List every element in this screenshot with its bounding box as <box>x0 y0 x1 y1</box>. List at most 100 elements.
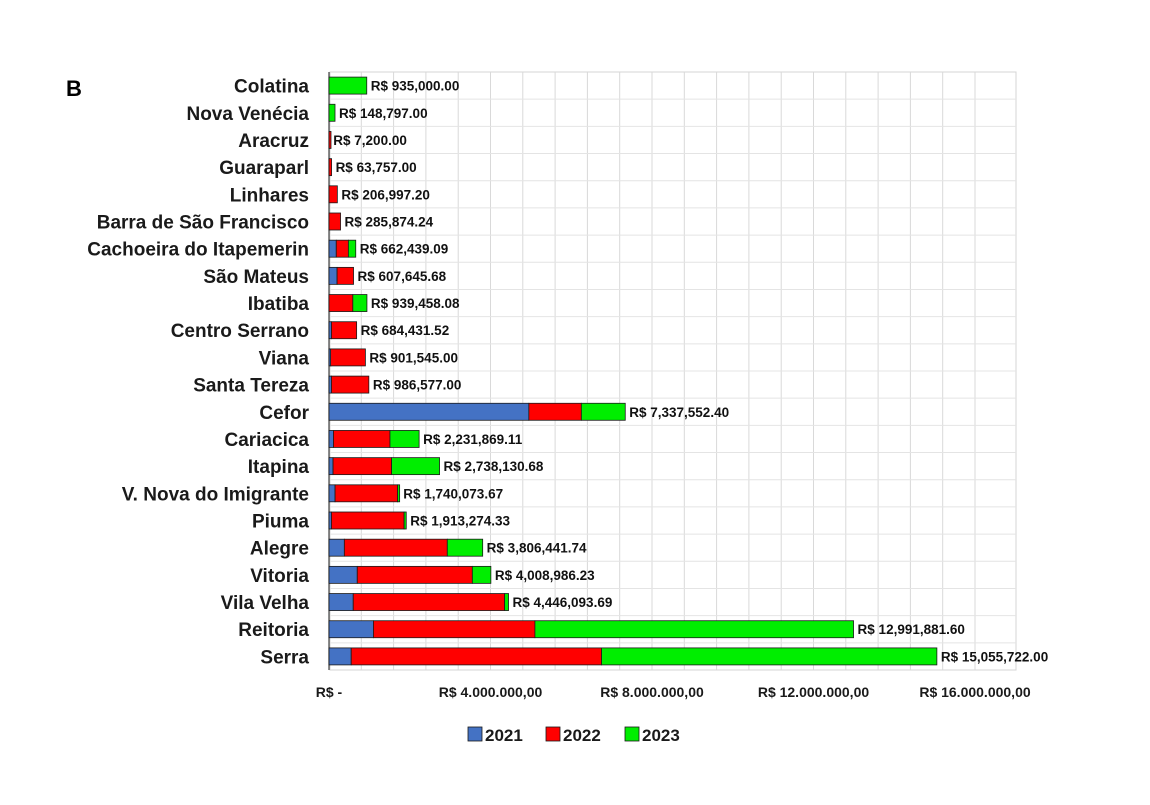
bar-2022-17 <box>343 538 448 557</box>
data-label: R$ 1,740,073.67 <box>403 486 503 501</box>
data-label: R$ 4,446,093.69 <box>513 595 613 610</box>
bar-2022-10 <box>330 348 366 367</box>
legend-swatch-2022 <box>545 726 561 742</box>
bar-2021-7 <box>328 266 338 285</box>
bar-2023-1 <box>328 103 336 122</box>
data-label: R$ 2,738,130.68 <box>444 459 544 474</box>
category-label: Colatina <box>234 77 309 98</box>
bar-2023-16 <box>403 511 407 530</box>
bar-2023-18 <box>471 565 492 584</box>
bar-2023-17 <box>446 538 484 557</box>
legend-label: 2021 <box>485 726 523 745</box>
category-label: Barra de São Francisco <box>97 213 309 234</box>
category-label: Centro Serrano <box>171 321 309 342</box>
bar-2022-5 <box>328 212 341 231</box>
category-label: São Mateus <box>203 267 309 288</box>
bar-2022-2 <box>328 131 332 149</box>
category-label: Guaraparl <box>219 158 309 179</box>
x-tick-label: R$ - <box>316 684 343 700</box>
data-label: R$ 63,757.00 <box>336 160 417 175</box>
data-label: R$ 607,645.68 <box>358 269 447 284</box>
x-tick-label: R$ 8.000.000,00 <box>600 684 704 700</box>
bar-2022-21 <box>350 647 602 666</box>
bar-2022-11 <box>331 375 370 394</box>
bar-2023-0 <box>328 76 368 95</box>
bar-2022-19 <box>352 593 506 611</box>
category-label: Aracruz <box>238 131 309 152</box>
category-label: Linhares <box>230 185 309 206</box>
data-label: R$ 206,997.20 <box>341 187 430 202</box>
data-label: R$ 901,545.00 <box>369 350 458 365</box>
category-label: Alegre <box>250 539 309 560</box>
category-label: Vila Velha <box>221 593 310 614</box>
data-label: R$ 935,000.00 <box>371 79 460 94</box>
data-label: R$ 3,806,441.74 <box>487 541 587 556</box>
data-label: R$ 662,439.09 <box>360 242 449 257</box>
bar-2021-17 <box>328 538 345 557</box>
bar-2023-15 <box>397 484 401 503</box>
category-label: Piuma <box>252 512 309 533</box>
bar-2021-19 <box>328 593 354 611</box>
data-label: R$ 7,200.00 <box>333 133 407 148</box>
bar-2021-20 <box>328 620 374 639</box>
bar-2022-16 <box>331 511 405 530</box>
bar-2022-14 <box>332 457 392 476</box>
bar-2021-13 <box>328 430 334 448</box>
category-label: Nova Venécia <box>186 104 309 125</box>
bar-2023-8 <box>352 294 368 312</box>
data-label: R$ 939,458.08 <box>371 296 460 311</box>
bar-2021-21 <box>328 647 352 666</box>
x-tick-label: R$ 4.000.000,00 <box>439 684 543 700</box>
bar-2023-14 <box>391 457 440 476</box>
data-label: R$ 684,431.52 <box>361 323 450 338</box>
category-label: Vitoria <box>250 566 309 587</box>
legend-swatch-2021 <box>467 726 483 742</box>
category-label: Viana <box>259 348 310 369</box>
x-tick-label: R$ 12.000.000,00 <box>758 684 870 700</box>
legend-label: 2022 <box>563 726 601 745</box>
bar-2022-18 <box>356 565 473 584</box>
bar-2022-9 <box>331 321 358 340</box>
bar-2022-4 <box>328 185 338 204</box>
bar-2022-3 <box>328 158 332 177</box>
bar-2023-21 <box>601 647 938 666</box>
bar-2023-13 <box>389 430 420 448</box>
data-label: R$ 148,797.00 <box>339 106 428 121</box>
legend-label: 2023 <box>642 726 680 745</box>
bar-2022-7 <box>336 266 354 285</box>
category-label: Serra <box>260 647 309 668</box>
bar-2023-12 <box>580 402 626 421</box>
data-label: R$ 285,874.24 <box>345 215 434 230</box>
bar-2021-6 <box>328 239 337 258</box>
category-label: Cefor <box>259 403 309 424</box>
bar-2022-13 <box>333 430 391 448</box>
bar-2021-14 <box>328 457 334 476</box>
bar-2022-15 <box>334 484 399 503</box>
bar-2023-20 <box>534 620 854 639</box>
bar-2021-18 <box>328 565 358 584</box>
bar-2022-12 <box>528 402 582 421</box>
panel-letter: B <box>66 76 82 101</box>
category-label: Cachoeira do Itapemerin <box>87 240 309 261</box>
category-label: Reitoria <box>238 620 309 641</box>
x-tick-label: R$ 16.000.000,00 <box>919 684 1031 700</box>
data-label: R$ 7,337,552.40 <box>629 405 729 420</box>
category-label: Santa Tereza <box>193 376 309 397</box>
category-label: Itapina <box>248 457 310 478</box>
data-label: R$ 12,991,881.60 <box>858 622 965 637</box>
data-label: R$ 1,913,274.33 <box>410 514 510 529</box>
legend-swatch-2023 <box>624 726 640 742</box>
bar-2022-8 <box>328 294 354 312</box>
category-label: V. Nova do Imigrante <box>122 484 309 505</box>
bar-2021-15 <box>328 484 336 503</box>
bar-2023-6 <box>347 239 357 258</box>
category-label: Ibatiba <box>248 294 310 315</box>
data-label: R$ 4,008,986.23 <box>495 568 595 583</box>
data-label: R$ 15,055,722.00 <box>941 649 1048 664</box>
bar-2022-20 <box>373 620 536 639</box>
bar-2021-12 <box>328 402 530 421</box>
data-label: R$ 986,577.00 <box>373 378 462 393</box>
data-label: R$ 2,231,869.11 <box>423 432 523 447</box>
